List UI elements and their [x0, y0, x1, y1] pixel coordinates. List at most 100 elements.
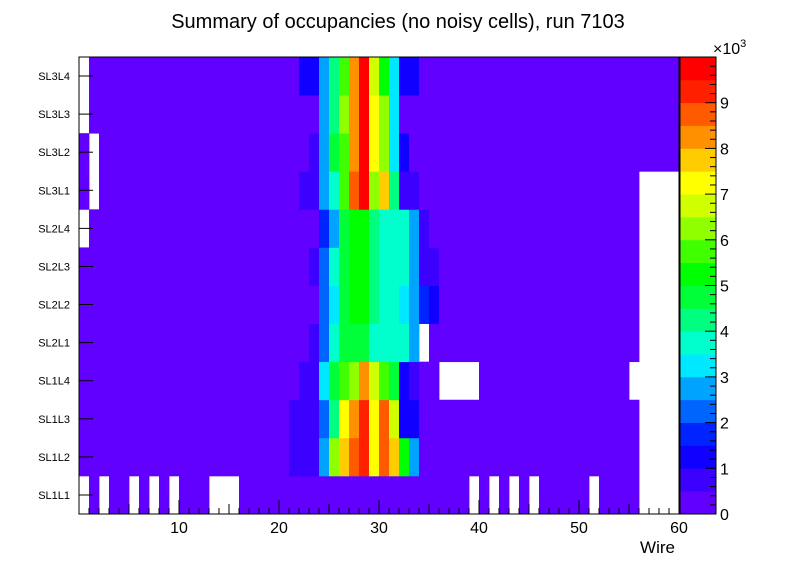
cell-SL2L2-w21 [279, 285, 290, 324]
cell-SL3L4-w35 [419, 57, 430, 96]
cell-SL3L4-w7 [139, 57, 150, 96]
cell-SL1L4-w45 [519, 361, 530, 401]
cell-SL3L2-w10 [169, 133, 180, 172]
cell-SL3L3-w41 [479, 95, 490, 134]
cell-SL3L4-w5 [119, 57, 130, 96]
cell-SL2L1-w3 [99, 323, 110, 363]
cell-SL3L3-w47 [539, 95, 550, 134]
cell-SL3L2-w36 [429, 133, 440, 172]
cell-SL3L2-w32 [389, 133, 400, 172]
cell-SL1L2-w20 [269, 437, 280, 477]
cell-SL3L2-w24 [309, 133, 320, 172]
cell-SL2L3-w16 [229, 247, 240, 286]
cell-SL2L3-w8 [149, 247, 160, 286]
cell-SL3L1-w28 [349, 171, 360, 210]
cell-SL2L2-w30 [369, 285, 380, 324]
cell-SL3L2-w50 [569, 133, 580, 172]
cell-SL1L4-w12 [189, 361, 200, 401]
cell-SL2L3-w22 [289, 247, 300, 286]
cell-SL1L1-w53 [599, 475, 610, 515]
cell-SL3L3-w48 [549, 95, 560, 134]
cell-SL2L2-w31 [379, 285, 390, 324]
cell-SL2L4-w10 [169, 209, 180, 248]
cell-SL3L1-w42 [489, 171, 500, 210]
cell-SL3L3-w55 [619, 95, 630, 134]
cell-SL3L2-w3 [99, 133, 110, 172]
cell-SL1L4-w3 [99, 361, 110, 401]
cell-SL1L1-w2 [89, 475, 100, 515]
cell-SL2L3-w10 [169, 247, 180, 286]
cell-SL1L2-w37 [439, 437, 450, 477]
cell-SL2L3-w32 [389, 247, 400, 286]
cell-SL2L4-w30 [369, 209, 380, 248]
cell-SL2L1-w30 [369, 323, 380, 363]
cell-SL2L2-w16 [229, 285, 240, 324]
cell-SL3L4-w53 [599, 57, 610, 96]
cell-SL1L4-w51 [579, 361, 590, 401]
cell-SL1L1-w41 [479, 475, 490, 515]
cell-SL2L2-w48 [549, 285, 560, 324]
cell-SL3L2-w38 [449, 133, 460, 172]
cell-SL2L2-w49 [559, 285, 570, 324]
cell-SL2L2-w17 [239, 285, 250, 324]
cell-SL3L4-w55 [619, 57, 630, 96]
cell-SL1L1-w7 [139, 475, 150, 515]
cell-SL1L3-w48 [549, 399, 560, 439]
cell-SL3L3-w52 [589, 95, 600, 134]
cell-SL2L2-w28 [349, 285, 360, 324]
cell-SL2L1-w4 [109, 323, 120, 363]
cell-SL3L1-w33 [399, 171, 410, 210]
cell-SL3L3-w24 [309, 95, 320, 134]
x-tick-label: 40 [470, 520, 488, 537]
cell-SL1L2-w17 [239, 437, 250, 477]
row-label: SL2L3 [38, 262, 70, 274]
cell-SL1L3-w18 [249, 399, 260, 439]
cell-SL1L4-w41 [479, 361, 490, 401]
cell-SL1L1-w26 [329, 475, 340, 515]
cell-SL3L1-w37 [439, 171, 450, 210]
cell-SL1L3-w30 [369, 399, 380, 439]
cell-SL2L2-w22 [289, 285, 300, 324]
cell-SL3L4-w6 [129, 57, 140, 96]
x-axis-label: Wire [640, 538, 675, 557]
cell-SL2L3-w47 [539, 247, 550, 286]
z-tick-label: 0 [720, 507, 729, 524]
cell-SL1L4-w15 [219, 361, 230, 401]
cell-SL3L4-w19 [259, 57, 270, 96]
cell-SL2L2-w24 [309, 285, 320, 324]
cell-SL2L3-w33 [399, 247, 410, 286]
row-label: SL3L2 [38, 147, 70, 159]
cell-SL2L4-w47 [539, 209, 550, 248]
cell-SL3L3-w4 [109, 95, 120, 134]
cell-SL2L2-w43 [499, 285, 510, 324]
cell-SL2L1-w49 [559, 323, 570, 363]
cell-SL2L1-w10 [169, 323, 180, 363]
cell-SL2L1-w51 [579, 323, 590, 363]
cell-SL2L1-w26 [329, 323, 340, 363]
cell-SL2L2-w32 [389, 285, 400, 324]
cell-SL3L4-w10 [169, 57, 180, 96]
cell-SL2L1-w50 [569, 323, 580, 363]
cell-SL2L2-w52 [589, 285, 600, 324]
cell-SL1L2-w12 [189, 437, 200, 477]
cell-SL3L4-w34 [409, 57, 420, 96]
cell-SL3L3-w14 [209, 95, 220, 134]
cell-SL2L2-w55 [619, 285, 630, 324]
cell-SL1L4-w8 [149, 361, 160, 401]
cell-SL2L1-w41 [479, 323, 490, 363]
cell-SL3L4-w31 [379, 57, 390, 96]
cell-SL1L1-w45 [519, 475, 530, 515]
cell-SL3L3-w16 [229, 95, 240, 134]
cell-SL1L4-w10 [169, 361, 180, 401]
cell-SL1L4-w11 [179, 361, 190, 401]
cell-SL2L1-w45 [519, 323, 530, 363]
cell-SL2L4-w52 [589, 209, 600, 248]
cell-SL3L4-w42 [489, 57, 500, 96]
cell-SL3L4-w60 [669, 57, 680, 96]
row-label: SL1L1 [38, 490, 70, 502]
cell-SL3L3-w32 [389, 95, 400, 134]
cell-SL1L1-w49 [559, 475, 570, 515]
cell-SL2L1-w9 [159, 323, 170, 363]
cell-SL2L3-w35 [419, 247, 430, 286]
cell-SL2L4-w17 [239, 209, 250, 248]
